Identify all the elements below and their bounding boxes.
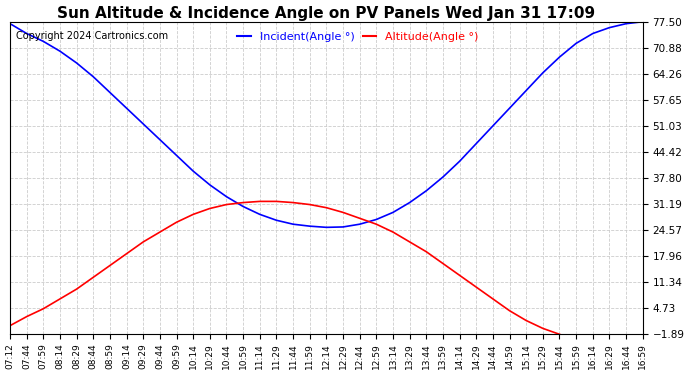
Title: Sun Altitude & Incidence Angle on PV Panels Wed Jan 31 17:09: Sun Altitude & Incidence Angle on PV Pan…	[57, 6, 595, 21]
Legend: Incident(Angle °), Altitude(Angle °): Incident(Angle °), Altitude(Angle °)	[233, 27, 483, 46]
Text: Copyright 2024 Cartronics.com: Copyright 2024 Cartronics.com	[17, 31, 168, 41]
